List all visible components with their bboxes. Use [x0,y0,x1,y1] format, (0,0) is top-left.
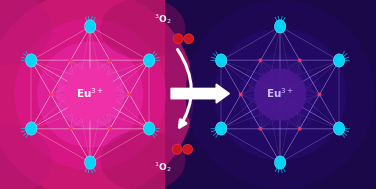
Ellipse shape [0,123,52,189]
Ellipse shape [186,0,374,189]
Ellipse shape [298,58,302,62]
Ellipse shape [26,54,37,67]
Ellipse shape [85,20,96,33]
Ellipse shape [100,0,185,59]
Ellipse shape [215,54,227,67]
Ellipse shape [128,93,132,96]
Text: $^3$O$_2$: $^3$O$_2$ [154,12,171,26]
Ellipse shape [15,19,166,170]
Ellipse shape [0,0,194,189]
Ellipse shape [334,54,345,67]
Text: Eu$^{3+}$: Eu$^{3+}$ [266,87,294,101]
Ellipse shape [254,68,306,121]
Ellipse shape [254,68,306,121]
Ellipse shape [334,122,345,135]
Ellipse shape [56,60,124,129]
Ellipse shape [238,53,322,136]
Ellipse shape [215,122,227,135]
Ellipse shape [298,127,302,131]
Ellipse shape [258,58,262,62]
FancyArrowPatch shape [177,50,191,127]
Ellipse shape [144,54,155,67]
Ellipse shape [183,144,193,154]
Ellipse shape [318,93,321,96]
Ellipse shape [173,34,183,44]
Ellipse shape [26,122,37,135]
Ellipse shape [68,58,73,62]
Ellipse shape [49,93,53,96]
Ellipse shape [274,156,286,169]
Ellipse shape [258,127,262,131]
FancyBboxPatch shape [0,0,165,189]
Ellipse shape [144,122,155,135]
Ellipse shape [214,28,346,161]
Text: $^1$O$_2$: $^1$O$_2$ [154,160,171,174]
Ellipse shape [239,93,243,96]
Ellipse shape [247,62,313,127]
Ellipse shape [100,130,185,189]
Ellipse shape [64,68,116,121]
Ellipse shape [274,20,286,33]
Ellipse shape [68,127,73,131]
Ellipse shape [85,156,96,169]
Ellipse shape [108,58,112,62]
FancyBboxPatch shape [165,0,376,189]
Text: Eu$^{3+}$: Eu$^{3+}$ [76,87,104,101]
Ellipse shape [37,42,143,147]
Ellipse shape [0,0,52,66]
Ellipse shape [58,62,123,127]
Ellipse shape [184,34,194,44]
Ellipse shape [172,144,182,154]
Ellipse shape [71,76,109,113]
FancyArrow shape [171,84,229,103]
Ellipse shape [108,127,112,131]
